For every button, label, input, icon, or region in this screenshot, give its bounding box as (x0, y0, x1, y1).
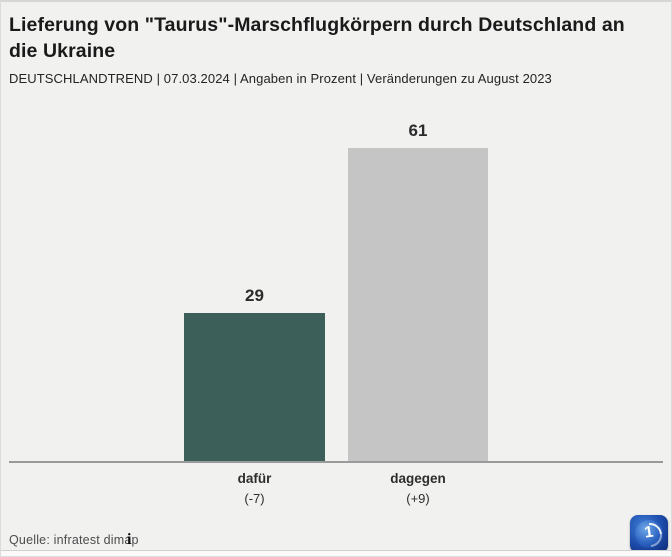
bottom-edge-strip (1, 550, 671, 556)
category-label-dafuer: dafür (-7) (184, 471, 325, 506)
chart-title: Lieferung von "Taurus"-Marschflugkörpern… (9, 14, 625, 62)
category-label-dagegen: dagegen (+9) (348, 471, 488, 506)
bar-value-label-dagegen: 61 (408, 121, 428, 140)
bar-column-dagegen: 61 (348, 121, 488, 462)
source-credit: Quelle: infratest dimap (9, 533, 139, 547)
bar-value-label-dafuer: 29 (245, 286, 264, 305)
logo-sphere: 1 (633, 518, 667, 552)
chart-subtitle: DEUTSCHLANDTREND | 07.03.2024 | Angaben … (9, 71, 552, 86)
category-change-dafuer: (-7) (244, 491, 265, 506)
bar-column-dafuer: 29 (184, 286, 325, 462)
chart-header: Lieferung von "Taurus"-Marschflugkörpern… (9, 12, 657, 86)
bar-dafuer (184, 313, 325, 462)
x-axis-baseline (9, 461, 663, 463)
info-icon[interactable]: i (127, 531, 132, 548)
ard-tagesschau-logo: 1 (630, 515, 668, 553)
logo-ard-one-mark: 1 (643, 523, 655, 542)
category-name-dagegen: dagegen (390, 471, 446, 486)
category-change-dagegen: (+9) (406, 491, 430, 506)
category-name-dafuer: dafür (237, 471, 272, 486)
bar-dagegen (348, 148, 488, 462)
